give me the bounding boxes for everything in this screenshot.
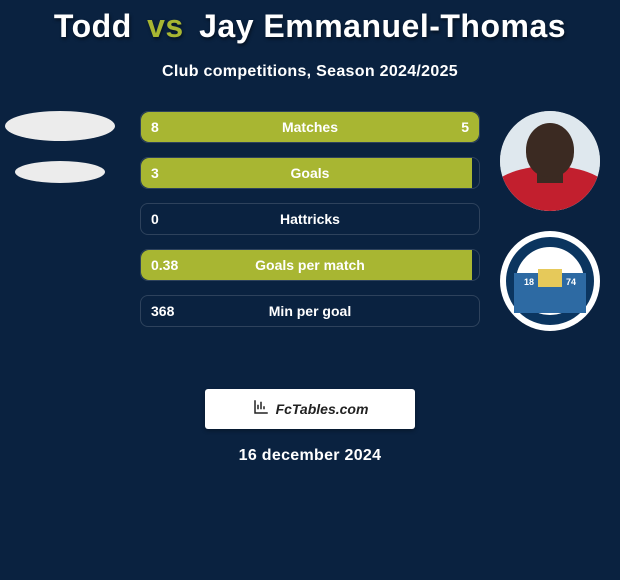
stat-label: Goals per match xyxy=(141,257,479,273)
stat-label: Hattricks xyxy=(141,211,479,227)
title-player1: Todd xyxy=(54,8,132,44)
source-text: FcTables.com xyxy=(276,401,369,417)
stat-row: 8Matches5 xyxy=(140,111,480,143)
chart-icon xyxy=(252,398,270,421)
player1-club-placeholder xyxy=(15,161,105,183)
player2-club-crest: 18 74 xyxy=(500,231,600,331)
stat-row: 3Goals xyxy=(140,157,480,189)
title-vs: vs xyxy=(147,8,184,44)
stat-row: 0.38Goals per match xyxy=(140,249,480,281)
crest-year-left: 18 xyxy=(524,277,534,287)
crest-year-right: 74 xyxy=(566,277,576,287)
stats-list: 8Matches5 3Goals 0Hattricks 0.38Goals per m… xyxy=(140,111,480,327)
left-player-column xyxy=(0,111,120,183)
title-player2: Jay Emmanuel-Thomas xyxy=(199,8,566,44)
comparison-area: 18 74 8Matches5 3Goals 0Hattricks 0.38Goals… xyxy=(0,111,620,371)
subtitle: Club competitions, Season 2024/2025 xyxy=(0,63,620,81)
page-title: Todd vs Jay Emmanuel-Thomas xyxy=(0,0,620,45)
stat-right-value: 5 xyxy=(461,119,469,135)
stat-row: 0Hattricks xyxy=(140,203,480,235)
date-text: 16 december 2024 xyxy=(0,447,620,465)
player1-avatar-placeholder xyxy=(5,111,115,141)
stat-label: Min per goal xyxy=(141,303,479,319)
player2-avatar xyxy=(500,111,600,211)
stat-label: Matches xyxy=(141,119,479,135)
right-player-column: 18 74 xyxy=(490,111,610,331)
stat-label: Goals xyxy=(141,165,479,181)
source-badge: FcTables.com xyxy=(205,389,415,429)
stat-row: 368Min per goal xyxy=(140,295,480,327)
